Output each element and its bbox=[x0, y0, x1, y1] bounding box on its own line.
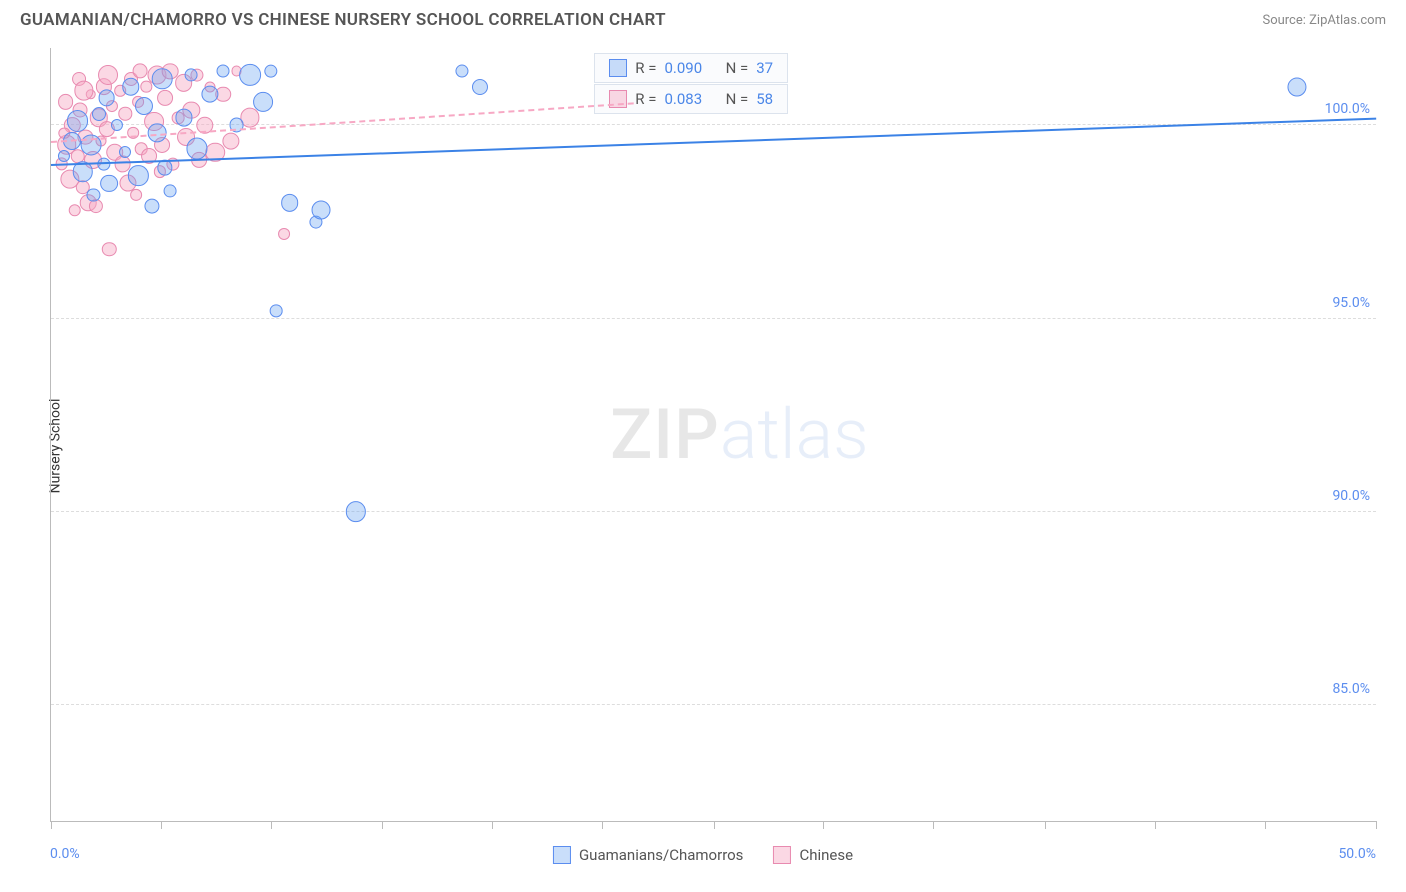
data-point-blue bbox=[111, 119, 123, 131]
correlation-stat-box: R = 0.090 N = 37 bbox=[594, 53, 788, 83]
data-point-pink bbox=[132, 64, 147, 79]
legend-label: Guamanians/Chamorros bbox=[579, 846, 743, 864]
stat-n-label: N = bbox=[726, 59, 749, 77]
data-point-blue bbox=[264, 65, 277, 78]
legend-label: Chinese bbox=[799, 846, 853, 864]
data-point-blue bbox=[239, 64, 261, 86]
y-tick-label: 90.0% bbox=[1332, 488, 1370, 504]
stat-r-value: 0.090 bbox=[664, 59, 702, 77]
x-tick bbox=[492, 821, 493, 829]
data-point-blue bbox=[270, 304, 283, 317]
chart-source: Source: ZipAtlas.com bbox=[1262, 13, 1386, 28]
stat-n-value: 37 bbox=[756, 59, 773, 77]
data-point-blue bbox=[281, 194, 299, 212]
data-point-blue bbox=[201, 86, 218, 103]
stat-n-value: 58 bbox=[756, 90, 773, 108]
legend-swatch-icon bbox=[773, 846, 791, 864]
x-tick bbox=[714, 821, 715, 829]
grid-line bbox=[51, 704, 1376, 705]
x-axis-min-label: 0.0% bbox=[50, 846, 80, 862]
x-tick bbox=[1045, 821, 1046, 829]
data-point-blue bbox=[119, 146, 131, 158]
data-point-blue bbox=[455, 65, 468, 78]
data-point-blue bbox=[135, 97, 153, 115]
data-point-pink bbox=[89, 199, 103, 213]
x-tick bbox=[1376, 821, 1377, 829]
stat-r-label: R = bbox=[635, 90, 656, 108]
data-point-pink bbox=[58, 94, 74, 110]
data-point-blue bbox=[67, 110, 89, 132]
stat-swatch-icon bbox=[609, 59, 627, 77]
data-point-blue bbox=[58, 150, 70, 162]
stat-n-label: N = bbox=[726, 90, 749, 108]
x-axis-max-label: 50.0% bbox=[1338, 846, 1376, 862]
data-point-pink bbox=[98, 65, 118, 85]
data-point-blue bbox=[346, 502, 366, 522]
y-tick-label: 100.0% bbox=[1325, 101, 1370, 117]
scatter-chart: ZIPatlas 85.0% 90.0% 95.0% 100.0% R = 0.090 N… bbox=[50, 48, 1376, 822]
grid-line bbox=[51, 511, 1376, 512]
chart-title: GUAMANIAN/CHAMORRO VS CHINESE NURSERY SC… bbox=[20, 10, 666, 30]
data-point-pink bbox=[118, 107, 131, 120]
y-tick-label: 85.0% bbox=[1332, 681, 1370, 697]
x-tick bbox=[271, 821, 272, 829]
data-point-blue bbox=[1287, 77, 1306, 96]
data-point-blue bbox=[312, 201, 331, 220]
grid-line bbox=[51, 318, 1376, 319]
data-point-blue bbox=[185, 69, 198, 82]
legend-item: Chinese bbox=[773, 846, 853, 864]
stat-r-value: 0.083 bbox=[664, 90, 702, 108]
watermark: ZIPatlas bbox=[610, 394, 869, 476]
x-tick bbox=[823, 821, 824, 829]
data-point-blue bbox=[122, 78, 139, 95]
x-tick bbox=[602, 821, 603, 829]
x-tick bbox=[161, 821, 162, 829]
data-point-blue bbox=[253, 92, 273, 112]
x-tick bbox=[51, 821, 52, 829]
legend-item: Guamanians/Chamorros bbox=[553, 846, 743, 864]
data-point-blue bbox=[128, 165, 148, 185]
data-point-pink bbox=[278, 228, 290, 240]
y-tick-label: 95.0% bbox=[1332, 295, 1370, 311]
x-tick bbox=[1265, 821, 1266, 829]
data-point-blue bbox=[217, 65, 230, 78]
x-tick bbox=[382, 821, 383, 829]
data-point-blue bbox=[152, 69, 173, 90]
data-point-blue bbox=[92, 107, 106, 121]
data-point-pink bbox=[69, 204, 82, 217]
legend-swatch-icon bbox=[553, 846, 571, 864]
x-tick bbox=[1155, 821, 1156, 829]
correlation-stat-box: R = 0.083 N = 58 bbox=[594, 84, 788, 114]
x-tick bbox=[933, 821, 934, 829]
data-point-blue bbox=[472, 79, 488, 95]
data-point-blue bbox=[186, 138, 207, 159]
data-point-pink bbox=[102, 242, 116, 256]
data-point-pink bbox=[157, 90, 173, 106]
chart-legend: Guamanians/Chamorros Chinese bbox=[553, 846, 853, 864]
data-point-blue bbox=[144, 199, 159, 214]
data-point-blue bbox=[100, 174, 118, 192]
data-point-blue bbox=[164, 185, 177, 198]
stat-r-label: R = bbox=[635, 59, 656, 77]
data-point-blue bbox=[157, 160, 172, 175]
data-point-pink bbox=[223, 132, 240, 149]
data-point-blue bbox=[98, 90, 115, 107]
chart-header: GUAMANIAN/CHAMORRO VS CHINESE NURSERY SC… bbox=[0, 0, 1406, 34]
